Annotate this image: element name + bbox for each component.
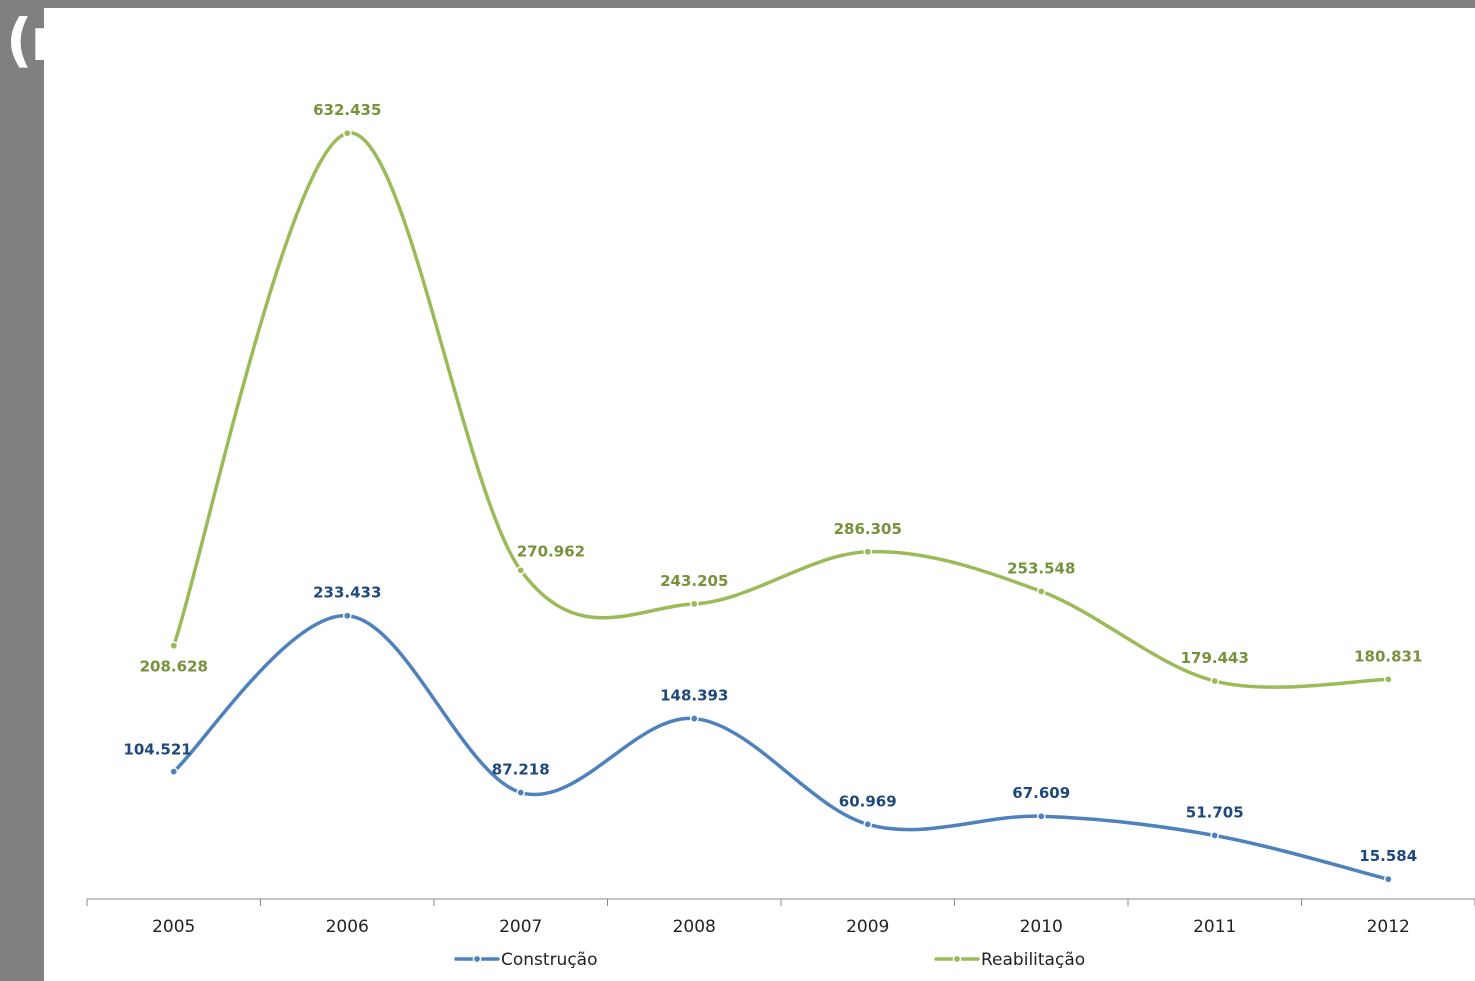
data-point-marker [1383, 874, 1393, 884]
legend-marker [472, 954, 482, 964]
data-label: 253.548 [1007, 559, 1075, 577]
data-point-marker [169, 767, 179, 776]
data-label: 179.443 [1181, 649, 1249, 667]
x-axis: 2005 2006 2007 2008 2009 2010 2011 2012 [86, 898, 1475, 937]
data-point-marker [1036, 587, 1046, 596]
data-point-marker [169, 641, 179, 651]
data-labels: 104.521 233.433 87.218 148.393 60.969 67.609 5… [123, 101, 1422, 865]
data-point-marker [1036, 811, 1046, 821]
data-label: 233.433 [313, 584, 381, 602]
x-tick-label: 2005 [152, 917, 195, 937]
x-tick-label: 2011 [1193, 917, 1236, 937]
series-layer [169, 128, 1393, 884]
data-label: 15.584 [1359, 847, 1417, 865]
data-point-marker [863, 547, 873, 557]
data-label: 104.521 [123, 741, 191, 759]
data-point-marker [863, 819, 873, 829]
data-point-marker [1210, 676, 1220, 686]
data-label: 60.969 [839, 792, 897, 810]
legend-label: Construção [501, 950, 598, 970]
chart-panel: 2005 2006 2007 2008 2009 2010 2011 2012 104.521… [44, 8, 1475, 981]
data-label: 632.435 [313, 101, 381, 119]
x-tick-label: 2006 [326, 917, 369, 937]
data-label: 270.962 [517, 542, 585, 560]
data-point-marker [689, 599, 699, 609]
top-border [0, 0, 1475, 8]
series-line-construcao [172, 613, 1390, 881]
legend-label: Reabilitação [981, 950, 1085, 970]
left-border: (ı [0, 0, 44, 981]
data-label: 67.609 [1012, 784, 1070, 802]
data-label: 87.218 [492, 761, 550, 779]
line-chart: 2005 2006 2007 2008 2009 2010 2011 2012 104.521… [86, 101, 1475, 970]
series-line-reabilitacao [172, 131, 1390, 689]
x-tick-label: 2010 [1020, 917, 1063, 937]
data-label: 180.831 [1354, 647, 1422, 665]
x-tick-label: 2009 [846, 917, 889, 937]
data-point-marker [342, 611, 352, 621]
data-point-marker [342, 128, 352, 138]
data-label: 148.393 [660, 687, 728, 705]
x-tick-label: 2007 [499, 917, 542, 937]
data-point-marker [516, 788, 526, 797]
data-label: 243.205 [660, 572, 728, 590]
data-label: 208.628 [140, 658, 208, 676]
data-point-marker [516, 566, 526, 575]
legend-marker [952, 954, 962, 964]
data-label: 51.705 [1186, 803, 1244, 821]
x-tick-label: 2008 [673, 917, 716, 937]
slide-title-fragment: (ı [6, 6, 44, 74]
legend: Construção Reabilitação [454, 950, 1085, 970]
x-tick-label: 2012 [1367, 917, 1410, 937]
data-point-marker [1383, 675, 1393, 684]
data-point-marker [689, 714, 699, 723]
data-label: 286.305 [834, 520, 902, 538]
data-point-marker [1210, 831, 1220, 840]
